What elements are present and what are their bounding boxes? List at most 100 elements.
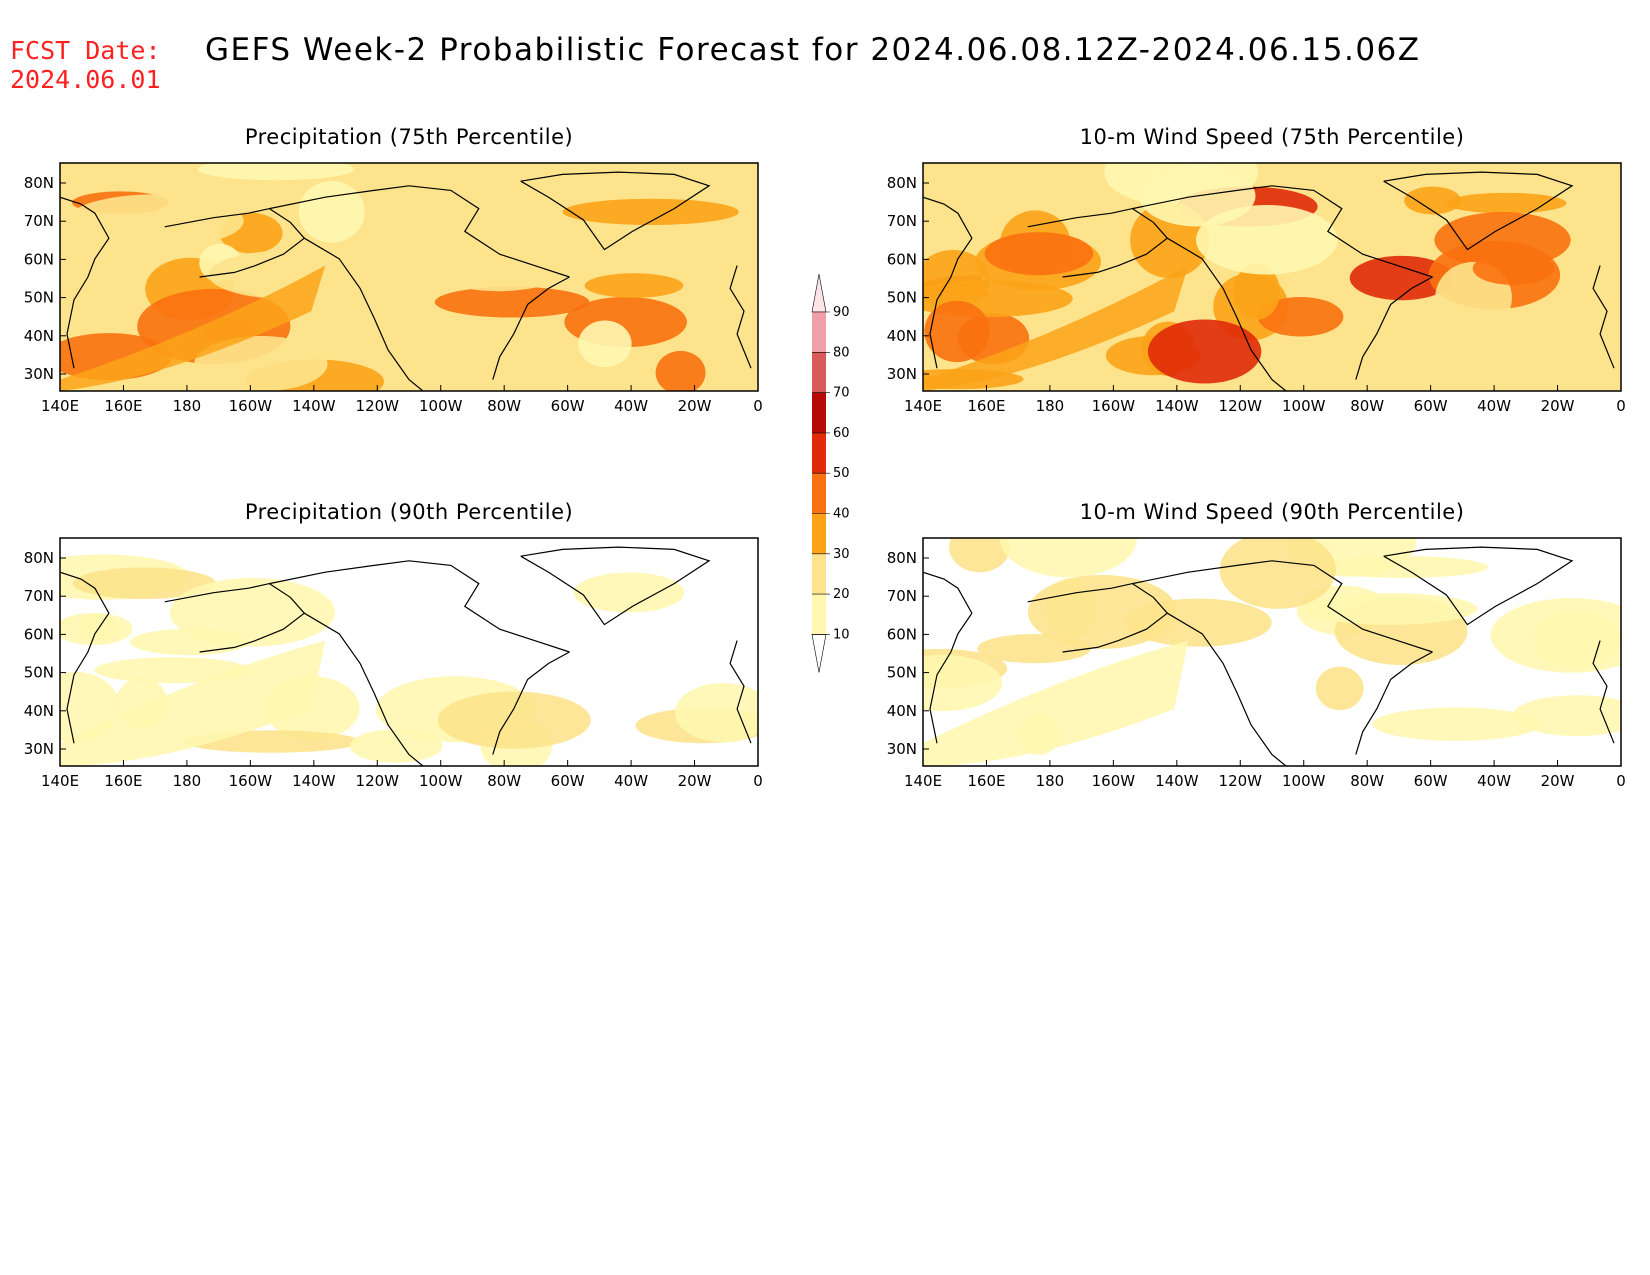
shade-blob: [349, 729, 443, 763]
shade-blob: [94, 657, 251, 684]
coastline: [1027, 207, 1169, 278]
lon-tick-label: 160W: [1092, 772, 1136, 790]
shade-blob: [1315, 666, 1364, 711]
map-svg: Precipitation (75th Percentile) 140E 160E 1…: [24, 125, 763, 415]
coastline: [60, 571, 110, 744]
colorbar-label: 70: [833, 386, 850, 401]
shade-blob: [1386, 323, 1466, 386]
lat-tick-label: 70N: [887, 587, 917, 605]
forecast-date-block: FCST Date: 2024.06.01: [10, 36, 161, 94]
lon-tick-label: 0: [753, 772, 763, 790]
map-svg: 10-m Wind Speed (75th Percentile) 140E 160…: [887, 125, 1626, 415]
lat-tick-label: 80N: [887, 549, 917, 567]
panel-title: 10-m Wind Speed (75th Percentile): [1080, 125, 1465, 149]
coastline: [60, 196, 110, 369]
colorbar-bottom-arrow: [811, 634, 827, 673]
colorbar-label: 30: [833, 547, 850, 562]
shade-blob: [578, 320, 632, 368]
lat-tick-label: 40N: [887, 702, 917, 720]
lat-tick-label: 60N: [24, 625, 54, 643]
lon-tick-label: 20W: [1541, 772, 1575, 790]
lon-tick-label: 160E: [967, 397, 1005, 415]
lon-tick-label: 60W: [551, 772, 585, 790]
coastline: [1132, 560, 1433, 653]
coastline: [492, 276, 570, 380]
panel-title: Precipitation (75th Percentile): [245, 125, 573, 149]
colorbar: 10 20 30 40 50 60 70 80 90: [800, 270, 860, 680]
coastline: [1592, 265, 1615, 369]
shade-band: [923, 265, 1189, 391]
lon-tick-label: 120W: [1219, 397, 1263, 415]
shade-blob: [208, 250, 369, 300]
lat-tick-label: 40N: [24, 327, 54, 345]
lon-tick-label: 100W: [419, 772, 463, 790]
colorbar-top-arrow: [811, 273, 827, 313]
lon-tick-label: 180: [173, 397, 202, 415]
panel-title: Precipitation (90th Percentile): [245, 500, 573, 524]
shade-blob: [415, 163, 506, 184]
shade-blob: [414, 221, 583, 292]
shade-blob: [1372, 707, 1541, 741]
colorbar-label: 40: [833, 507, 850, 522]
shade-blob: [1446, 192, 1567, 214]
lon-tick-label: 100W: [419, 397, 463, 415]
lon-tick-label: 60W: [1414, 397, 1448, 415]
lat-tick-label: 30N: [887, 365, 917, 383]
coastlines: [923, 546, 1615, 766]
coastline: [1355, 276, 1433, 380]
shade-blob: [924, 300, 990, 363]
lon-tick-label: 40W: [1477, 397, 1511, 415]
coastline: [520, 171, 711, 251]
shade-blob: [1147, 319, 1262, 384]
probability-shading: [60, 163, 758, 391]
lat-tick-label: 50N: [24, 289, 54, 307]
lat-tick-label: 60N: [24, 250, 54, 268]
coastline: [164, 582, 306, 653]
lon-tick-label: 180: [1036, 397, 1065, 415]
coastlines: [923, 171, 1615, 391]
coastline: [303, 237, 424, 391]
shade-blob: [72, 567, 216, 600]
shade-blob: [1434, 212, 1571, 269]
lon-tick-label: 160W: [1092, 397, 1136, 415]
coastline: [923, 196, 973, 369]
coastline: [1166, 612, 1287, 766]
lon-tick-label: 140E: [41, 772, 79, 790]
lat-tick-label: 80N: [887, 174, 917, 192]
coastline: [1383, 546, 1574, 626]
shade-blob: [194, 336, 328, 391]
map-frame: [59, 162, 759, 392]
colorbar-label: 80: [833, 345, 850, 360]
colorbar-label: 20: [833, 587, 850, 602]
lat-tick-label: 60N: [887, 250, 917, 268]
colorbar-swatch: [812, 352, 826, 393]
lat-tick-label: 50N: [887, 664, 917, 682]
lat-tick-label: 50N: [887, 289, 917, 307]
colorbar-swatch: [812, 473, 826, 514]
lat-tick-label: 30N: [24, 740, 54, 758]
shade-blob: [1257, 296, 1344, 337]
probability-shading: [923, 538, 1621, 766]
coastline: [1355, 651, 1433, 755]
colorbar-swatch: [812, 312, 826, 353]
lat-tick-label: 60N: [887, 625, 917, 643]
lat-tick-label: 30N: [887, 740, 917, 758]
shade-blob: [1219, 538, 1337, 609]
coastline: [1132, 185, 1433, 278]
coastline: [1592, 640, 1615, 744]
lon-tick-label: 80W: [1350, 772, 1384, 790]
colorbar-label: 50: [833, 466, 850, 481]
shade-blob: [584, 273, 684, 298]
panel-wind-75: 10-m Wind Speed (75th Percentile) 140E 160…: [863, 118, 1650, 438]
probability-shading: [60, 538, 758, 766]
lon-tick-label: 80W: [1350, 397, 1384, 415]
lon-tick-label: 60W: [1414, 772, 1448, 790]
colorbar-label: 60: [833, 426, 850, 441]
panel-precip-90: Precipitation (90th Percentile) 140E 160E 1…: [0, 493, 792, 813]
lon-tick-label: 80W: [487, 397, 521, 415]
lon-tick-label: 20W: [678, 397, 712, 415]
shade-blob: [923, 654, 1003, 712]
lat-tick-label: 70N: [24, 587, 54, 605]
lon-tick-label: 100W: [1282, 397, 1326, 415]
colorbar-swatch: [812, 513, 826, 554]
